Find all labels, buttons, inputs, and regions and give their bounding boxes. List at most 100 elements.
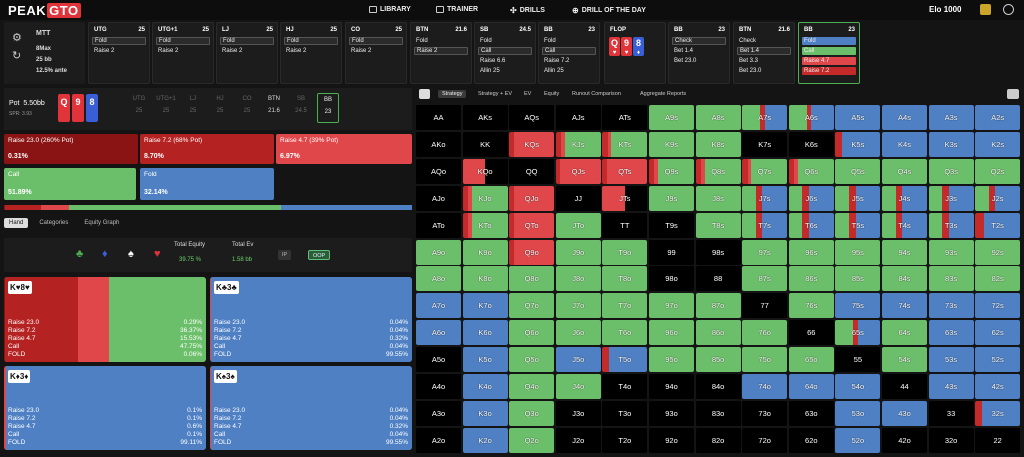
hand-cell[interactable]: Q5s: [835, 158, 881, 184]
gear-icon[interactable]: ⚙: [12, 32, 22, 44]
hand-cell[interactable]: K7o: [462, 293, 508, 319]
card-action[interactable]: Call: [542, 47, 596, 55]
hand-cell[interactable]: Q6o: [509, 320, 555, 346]
hand-cell[interactable]: J4o: [555, 374, 601, 399]
hand-cell[interactable]: 64s: [882, 320, 927, 346]
card-action[interactable]: Fold: [156, 37, 210, 45]
tab-hand[interactable]: Hand: [4, 218, 29, 228]
action-card-11[interactable]: BTN 21.6 Check Bet 1.4 Bet 3.3 Bet 23.0: [733, 22, 795, 84]
nav-trainer[interactable]: TRAINER: [436, 6, 478, 13]
hand-cell[interactable]: J7o: [555, 293, 601, 319]
card-action[interactable]: Raise 2: [414, 47, 468, 55]
card-action[interactable]: Bet 23.0: [674, 58, 697, 64]
suit-filter-3[interactable]: ♠: [128, 248, 134, 260]
hand-cell[interactable]: A9s: [649, 105, 694, 130]
hand-cell[interactable]: AQo: [416, 158, 461, 184]
hand-cell[interactable]: A3o: [416, 400, 461, 426]
combo-card-1[interactable]: K♥8♥ Raise 23.0 0.29% Raise 7.2 36.37% Raise …: [4, 277, 206, 362]
hand-cell[interactable]: Q6s: [788, 158, 834, 184]
card-action[interactable]: Raise 7.2: [802, 67, 856, 75]
hand-cell[interactable]: J3s: [928, 185, 974, 211]
hand-cell[interactable]: K5s: [835, 131, 881, 157]
hand-cell[interactable]: 74s: [882, 293, 927, 319]
hand-cell[interactable]: 72o: [742, 427, 788, 453]
hand-cell[interactable]: 77: [742, 293, 788, 319]
gamepad-icon[interactable]: [1007, 89, 1019, 99]
card-action[interactable]: Fold: [544, 38, 556, 44]
card-action[interactable]: Raise 4.7: [802, 57, 856, 65]
card-action[interactable]: Fold: [416, 38, 428, 44]
hand-cell[interactable]: AKs: [462, 105, 508, 130]
hand-cell[interactable]: J2o: [555, 427, 601, 453]
hand-cell[interactable]: 63o: [788, 400, 834, 426]
hand-cell[interactable]: K7s: [742, 131, 788, 157]
hand-cell[interactable]: Q9o: [509, 239, 555, 265]
nav-library[interactable]: LIBRARY: [369, 6, 411, 13]
table-view-icon[interactable]: [419, 89, 430, 99]
hand-cell[interactable]: A6o: [416, 320, 461, 346]
hand-cell[interactable]: TT: [602, 212, 648, 238]
hand-cell[interactable]: Q4o: [509, 374, 555, 399]
hand-cell[interactable]: J8s: [695, 185, 741, 211]
hand-cell[interactable]: T4o: [602, 374, 648, 399]
hand-cell[interactable]: 42o: [882, 427, 927, 453]
card-action[interactable]: Raise 6.6: [480, 58, 506, 64]
card-action[interactable]: Call: [478, 47, 532, 55]
card-action[interactable]: Fold: [284, 37, 338, 45]
hand-cell[interactable]: KQo: [462, 158, 508, 184]
hand-cell[interactable]: A8s: [695, 105, 741, 130]
hand-cell[interactable]: 55: [835, 347, 881, 373]
hand-cell[interactable]: 53o: [835, 400, 881, 426]
hand-cell[interactable]: T3o: [602, 400, 648, 426]
card-action[interactable]: Allin 25: [544, 68, 564, 74]
hand-cell[interactable]: 42s: [975, 374, 1021, 399]
hand-cell[interactable]: 43s: [928, 374, 974, 399]
hand-cell[interactable]: Q8s: [695, 158, 741, 184]
hand-cell[interactable]: 87s: [742, 266, 788, 292]
action-card-8[interactable]: BB 23 Fold Call Raise 7.2 Allin 25: [538, 22, 600, 84]
hand-cell[interactable]: K3o: [462, 400, 508, 426]
hand-cell[interactable]: J8o: [555, 266, 601, 292]
hand-cell[interactable]: J5o: [555, 347, 601, 373]
hand-cell[interactable]: ATo: [416, 212, 461, 238]
hand-cell[interactable]: J6o: [555, 320, 601, 346]
seat-lj[interactable]: LJ 25: [189, 96, 197, 114]
hand-cell[interactable]: 96s: [788, 239, 834, 265]
hand-cell[interactable]: KJo: [462, 185, 508, 211]
hand-cell[interactable]: T3s: [928, 212, 974, 238]
hand-cell[interactable]: T9s: [649, 212, 694, 238]
hand-cell[interactable]: T8o: [602, 266, 648, 292]
hand-cell[interactable]: 63s: [928, 320, 974, 346]
combo-card-4[interactable]: K♠3♠ Raise 23.0 0.04% Raise 7.2 0.04% Raise 4…: [210, 366, 412, 450]
hand-cell[interactable]: 82o: [695, 427, 741, 453]
hand-cell[interactable]: 53s: [928, 347, 974, 373]
hand-cell[interactable]: QJs: [555, 158, 601, 184]
tab-equity[interactable]: Equity: [544, 91, 560, 97]
action-card-5[interactable]: CO 25 Fold Raise 2: [345, 22, 407, 84]
hand-cell[interactable]: 92o: [649, 427, 694, 453]
hand-cell[interactable]: 32o: [928, 427, 974, 453]
hand-cell[interactable]: 43o: [882, 400, 927, 426]
hand-cell[interactable]: J9s: [649, 185, 694, 211]
card-action[interactable]: Fold: [480, 38, 492, 44]
tab-strategy[interactable]: Strategy: [438, 90, 467, 98]
user-icon[interactable]: [1003, 4, 1014, 15]
action-summary-3[interactable]: Raise 4.7 (39% Pot) 6.97%: [276, 134, 412, 164]
hand-cell[interactable]: 86o: [695, 320, 741, 346]
hand-cell[interactable]: KTo: [462, 212, 508, 238]
hand-cell[interactable]: A2o: [416, 427, 461, 453]
hand-cell[interactable]: 85o: [695, 347, 741, 373]
card-action[interactable]: Allin 25: [480, 68, 500, 74]
hand-cell[interactable]: Q3s: [928, 158, 974, 184]
hand-cell[interactable]: KQs: [509, 131, 555, 157]
card-action[interactable]: Raise 7.2: [544, 58, 570, 64]
seat-bb[interactable]: BB 23: [317, 93, 339, 123]
action-card-3[interactable]: LJ 25 Fold Raise 2: [216, 22, 278, 84]
hand-cell[interactable]: 44: [882, 374, 927, 399]
ip-toggle[interactable]: IP: [278, 250, 292, 260]
hand-cell[interactable]: T5s: [835, 212, 881, 238]
hand-cell[interactable]: T7s: [742, 212, 788, 238]
hand-cell[interactable]: T9o: [602, 239, 648, 265]
hand-cell[interactable]: T2o: [602, 427, 648, 453]
hand-cell[interactable]: AQs: [509, 105, 555, 130]
